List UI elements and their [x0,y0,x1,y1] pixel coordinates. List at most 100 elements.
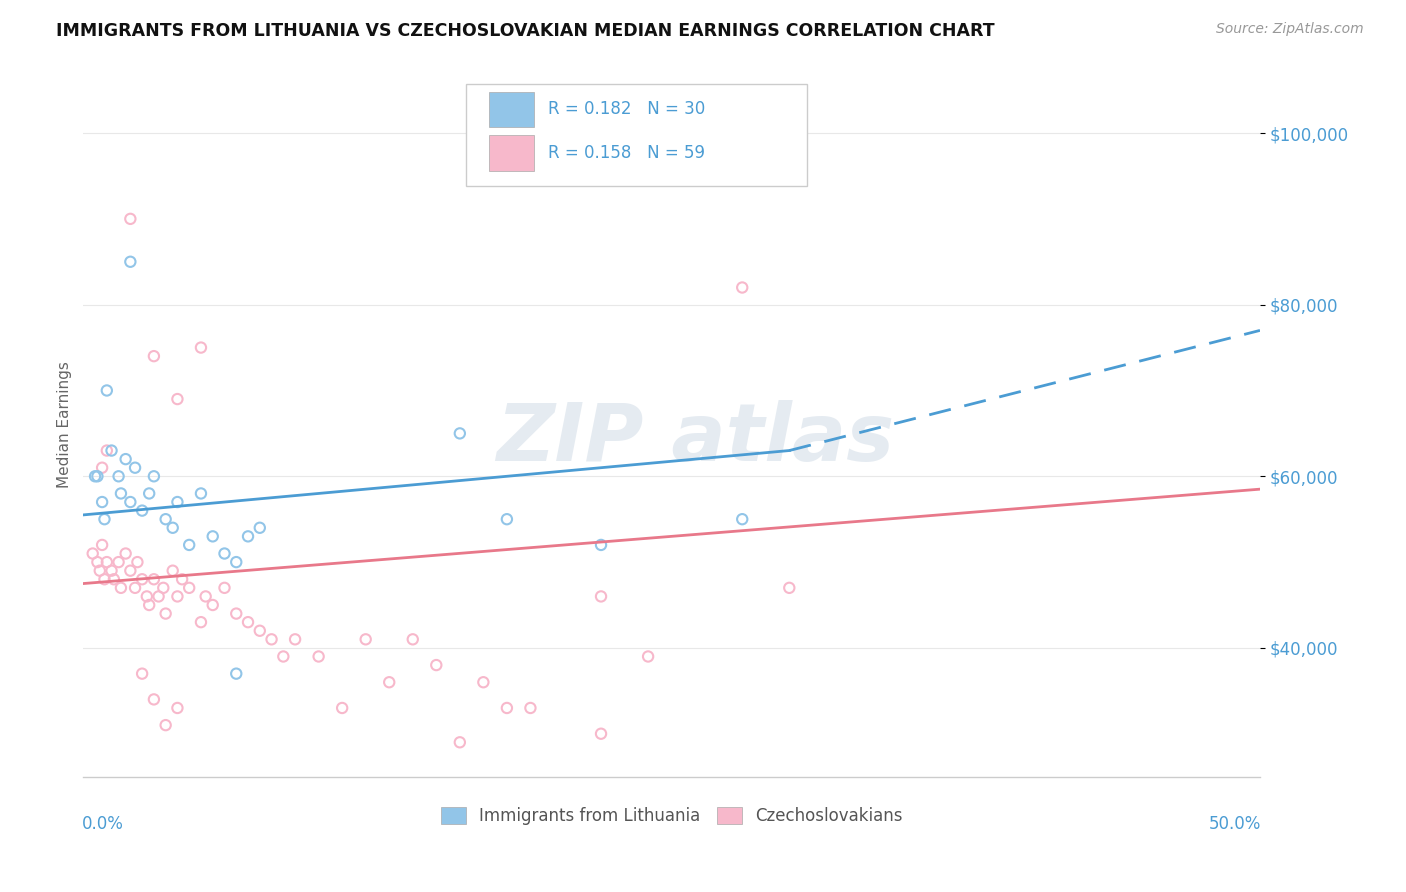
Point [131,666,153,681]
Point [284,632,307,647]
Point [225,607,247,621]
Point [127,555,149,569]
Point [131,503,153,517]
Point [100,443,122,458]
Point [190,341,212,355]
Point [496,701,519,715]
Point [166,392,188,406]
FancyBboxPatch shape [489,92,534,127]
Point [214,581,236,595]
Point [190,615,212,629]
Point [120,211,142,226]
Point [96,443,118,458]
Point [225,555,247,569]
Point [330,701,353,715]
Point [124,460,146,475]
Point [308,649,330,664]
Point [89,564,111,578]
Point [496,512,519,526]
Point [96,555,118,569]
Point [589,590,612,604]
Point [152,581,174,595]
Point [273,649,295,664]
Point [402,632,425,647]
Point [91,538,114,552]
FancyBboxPatch shape [489,136,534,170]
Point [166,590,188,604]
Point [731,512,754,526]
Point [155,607,177,621]
Text: 0.0%: 0.0% [82,815,124,833]
Point [236,529,259,543]
Point [107,469,129,483]
Point [519,701,541,715]
Point [190,486,212,500]
Point [103,572,125,586]
Point [778,581,800,595]
Point [142,572,165,586]
Point [93,512,115,526]
Point [135,590,157,604]
Y-axis label: Median Earnings: Median Earnings [58,361,72,488]
Text: R = 0.158   N = 59: R = 0.158 N = 59 [548,144,704,162]
Text: Source: ZipAtlas.com: Source: ZipAtlas.com [1216,22,1364,37]
Point [86,469,108,483]
Point [120,254,142,268]
Point [214,547,236,561]
Point [162,564,184,578]
Point [142,692,165,706]
Point [225,666,247,681]
Point [354,632,377,647]
Point [260,632,283,647]
Point [472,675,495,690]
Point [589,538,612,552]
Point [425,658,447,673]
Point [166,495,188,509]
Point [194,590,217,604]
Point [107,555,129,569]
Point [100,564,122,578]
Legend: Immigrants from Lithuania, Czechoslovakians: Immigrants from Lithuania, Czechoslovaki… [434,800,910,831]
Point [110,581,132,595]
Point [155,718,177,732]
Point [201,529,224,543]
Point [114,452,136,467]
Point [166,701,188,715]
Point [91,460,114,475]
Point [179,538,201,552]
Point [131,572,153,586]
Point [236,615,259,629]
Point [93,572,115,586]
Point [110,486,132,500]
FancyBboxPatch shape [465,84,807,186]
Point [249,521,271,535]
Text: IMMIGRANTS FROM LITHUANIA VS CZECHOSLOVAKIAN MEDIAN EARNINGS CORRELATION CHART: IMMIGRANTS FROM LITHUANIA VS CZECHOSLOVA… [56,22,995,40]
Point [449,426,471,441]
Point [84,469,107,483]
Point [138,598,160,612]
Point [91,495,114,509]
Point [731,280,754,294]
Point [378,675,401,690]
Text: ZIP atlas: ZIP atlas [496,400,894,478]
Point [124,581,146,595]
Point [172,572,194,586]
Text: 50.0%: 50.0% [1209,815,1261,833]
Point [120,495,142,509]
Point [142,349,165,363]
Point [114,547,136,561]
Text: R = 0.182   N = 30: R = 0.182 N = 30 [548,101,706,119]
Point [148,590,170,604]
Point [86,555,108,569]
Point [249,624,271,638]
Point [449,735,471,749]
Point [82,547,104,561]
Point [637,649,659,664]
Point [201,598,224,612]
Point [138,486,160,500]
Point [155,512,177,526]
Point [162,521,184,535]
Point [96,384,118,398]
Point [120,564,142,578]
Point [142,469,165,483]
